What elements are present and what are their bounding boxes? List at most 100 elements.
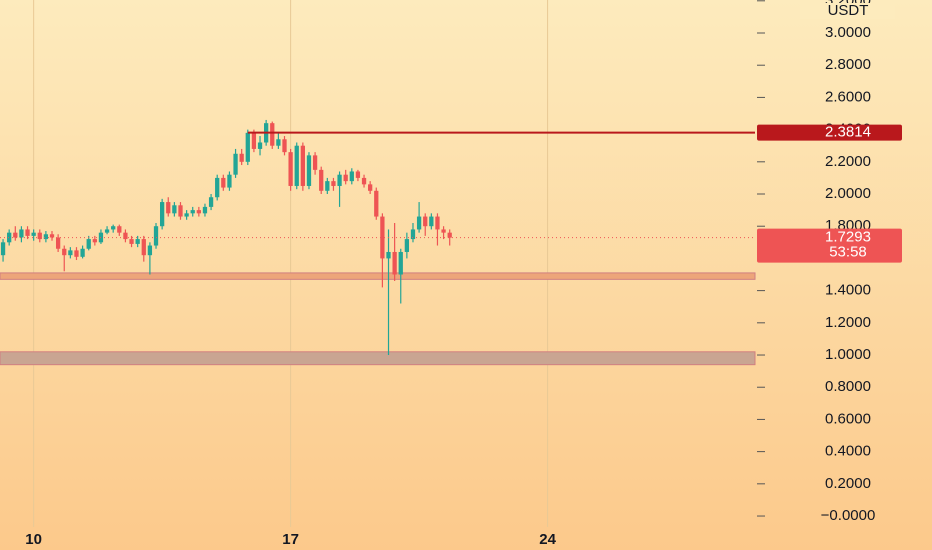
candle-body	[343, 174, 348, 182]
candle-body	[86, 239, 91, 249]
currency-bg	[800, 3, 895, 19]
candle-body	[159, 202, 165, 227]
x-tick-label: 17	[282, 531, 299, 548]
candle-body	[282, 139, 287, 153]
zone	[0, 351, 756, 366]
candle-body	[288, 152, 293, 186]
candle-body	[325, 181, 330, 191]
y-tick-label: 2.8000	[825, 56, 871, 73]
candle-body	[184, 213, 189, 217]
candle-body	[123, 232, 128, 240]
candle-body	[43, 234, 49, 240]
candle-body	[429, 216, 434, 227]
candle-body	[129, 239, 134, 244]
candle-body	[239, 153, 244, 162]
candle-body	[386, 251, 391, 259]
candle-body	[331, 181, 336, 186]
candle-body	[416, 216, 422, 230]
candle-body	[215, 177, 220, 198]
candle-body	[25, 229, 30, 236]
candle-body	[392, 251, 397, 275]
candle-body	[178, 205, 183, 217]
candle-body	[0, 242, 6, 256]
zone	[0, 272, 756, 280]
candle-body	[374, 190, 379, 217]
candle-body	[80, 248, 85, 257]
candle-body	[276, 139, 281, 146]
y-tick-label: 1.4000	[825, 282, 871, 299]
y-tick-label: −0.0000	[821, 507, 876, 524]
candle-body	[398, 251, 403, 275]
candle-body	[68, 250, 73, 256]
candle-body	[37, 232, 42, 240]
candle-body	[410, 229, 416, 240]
y-tick-label: 2.0000	[825, 185, 871, 202]
y-tick-label: 0.4000	[825, 443, 871, 460]
x-tick-label: 10	[25, 531, 42, 548]
last-price-label: 1.7293	[825, 229, 871, 246]
y-tick-label: 0.2000	[825, 475, 871, 492]
candle-body	[337, 174, 342, 186]
candle-body	[441, 229, 446, 233]
candle-body	[153, 226, 159, 246]
candle-body	[117, 226, 122, 233]
candle-body	[7, 232, 12, 243]
y-tick-label: 0.6000	[825, 410, 871, 427]
level-label-bg	[757, 124, 902, 141]
grid: 10 17 24	[25, 0, 557, 548]
candle-body	[257, 142, 263, 149]
candle-body	[31, 232, 36, 236]
candle-body	[380, 216, 385, 259]
candle-body	[190, 210, 195, 214]
candle-body	[368, 184, 373, 191]
candle-body	[13, 232, 18, 238]
y-tick-label: 1.0000	[825, 346, 871, 363]
candle-body	[221, 177, 226, 188]
candle-body	[92, 239, 97, 243]
candle-body	[319, 169, 324, 191]
y-tick-label: 2.2000	[825, 153, 871, 170]
candle-body	[55, 237, 61, 249]
x-tick-label: 24	[539, 531, 556, 548]
candle-body	[404, 239, 410, 252]
candle-body	[233, 153, 238, 175]
candle-body	[147, 245, 153, 256]
candle-body	[312, 155, 318, 170]
candle-body	[361, 177, 367, 185]
candle-body	[135, 239, 140, 244]
candle-body	[74, 250, 79, 257]
candle-body	[141, 239, 146, 256]
candle-body	[306, 155, 312, 186]
candle-body	[49, 234, 55, 238]
currency-label: USDT	[828, 2, 869, 19]
y-tick-label: 1.2000	[825, 314, 871, 331]
candle-body	[349, 171, 354, 182]
candle-body	[62, 248, 67, 256]
candle-body	[300, 145, 305, 186]
y-tick-label: 0.8000	[825, 378, 871, 395]
last-price-bg	[757, 228, 902, 263]
countdown-label: 53:58	[829, 244, 867, 261]
candle-body	[104, 229, 110, 233]
candle-body	[166, 202, 171, 214]
level-label: 2.3814	[825, 124, 871, 141]
candle-body	[447, 232, 452, 238]
candle-body	[111, 226, 116, 230]
candle-body	[270, 123, 275, 146]
candle-body	[227, 174, 232, 188]
candle-body	[355, 171, 361, 178]
y-tick-label: 3.0000	[825, 24, 871, 41]
y-tick-label: 2.6000	[825, 88, 871, 105]
candle-body	[245, 132, 250, 162]
plot	[0, 119, 756, 366]
candle-body	[19, 229, 24, 238]
candle-body	[172, 205, 177, 214]
candle-body	[208, 197, 214, 207]
candle-body	[423, 216, 428, 227]
candle-body	[435, 216, 440, 230]
price-axis: 3.20003.00002.80002.60002.40002.20002.00…	[757, 0, 902, 524]
candle-body	[251, 132, 257, 149]
candle-body	[196, 210, 201, 214]
